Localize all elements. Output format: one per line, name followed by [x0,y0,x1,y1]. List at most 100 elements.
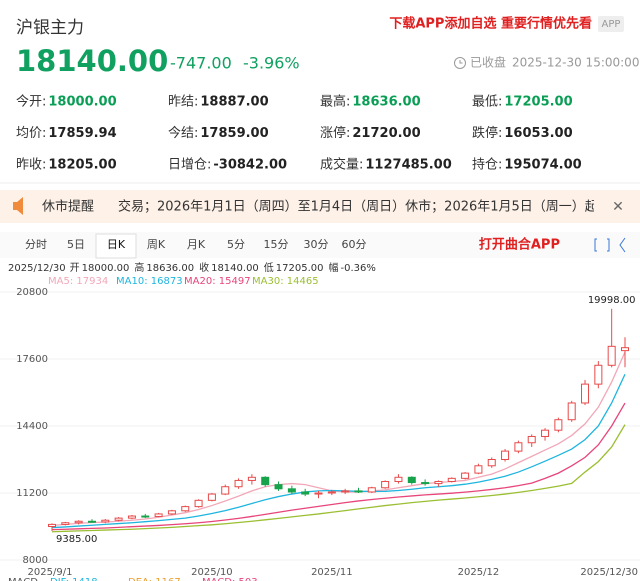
speaker-icon [13,197,23,215]
candle-body [621,347,629,352]
stat-value: 195074.00 [504,158,581,173]
info-value: 18000.00 [82,263,130,274]
y-tick-label: 14400 [16,421,48,432]
stat-value: 17859.94 [48,126,116,141]
info-value: 17205.00 [276,263,324,274]
stat-label: 昨收: [16,158,46,173]
candle-body [407,476,416,484]
notice-title: 休市提醒 [42,199,94,215]
notice-bar [0,190,640,223]
status: 已收盘 [470,55,506,70]
tab[interactable]: 15分 [264,238,289,251]
tab[interactable]: 5日 [67,238,85,251]
stat-label: 最低: [472,95,502,110]
info-label: 幅 [329,261,339,274]
min-label: 9385.00 [56,534,97,545]
stat-value: 21720.00 [352,126,420,141]
stat-label: 昨结: [168,95,198,110]
ma-line [51,373,626,529]
candle-body [287,488,296,493]
stat-value: 17205.00 [504,95,572,110]
candle-body [87,520,96,523]
candle-body [474,465,483,474]
notice-text: 交易；2026年1月1日（周四）至1月4日（周日）休市；2026年1月5日（周一… [118,199,598,215]
macd-label: DIF: 1418 [50,577,98,581]
y-tick-label: 8000 [23,555,48,566]
candle-body [461,472,470,479]
stat-label: 最高: [320,94,350,110]
candle-body [607,345,616,366]
candle-body [594,364,603,385]
stat-value: -30842.00 [213,158,287,173]
candle-body [114,517,123,521]
candle-body [327,491,336,494]
promo[interactable]: 下载APP添加自选 重要行情优先看 [389,16,592,32]
stat-label: 今结: [168,125,198,141]
macd-label: DEA: 1167 [128,577,181,581]
clock-icon [454,57,466,69]
candle-body [61,522,70,525]
open-app[interactable]: 打开曲合APP [479,237,560,253]
stat-value: 1127485.00 [365,158,451,173]
candle-body [48,523,56,527]
ma-legend: MA30: 14465 [252,276,319,287]
candle-body [434,480,443,485]
candle-body [154,513,163,517]
percent: -3.96% [243,54,300,73]
tab[interactable]: 60分 [342,238,367,251]
stat-label: 今开: [16,94,46,110]
y-tick-label: 11200 [16,488,48,499]
macd-label: MACD [8,577,38,581]
price: 18140.00 [16,44,168,78]
candle-body [274,484,283,490]
tab[interactable]: 月K [187,238,206,251]
stat-value: 17859.00 [200,126,268,141]
macd-label: MACD: 503 [202,577,258,581]
fullscreen-icon[interactable] [594,238,610,252]
candle-body [567,402,576,421]
x-tick-label: 2025/12/30 [580,567,638,578]
stat-label: 跌停: [472,125,502,141]
stat-label: 涨停: [320,125,350,141]
candle-body [341,490,350,493]
badge: APP [602,19,621,30]
candle-body [581,383,590,404]
collapse-icon[interactable] [619,237,626,253]
candle-body [527,435,536,444]
stat-label: 日增仓: [168,158,211,173]
stat-value: 18887.00 [200,95,268,110]
badge-bg [598,16,624,32]
x-tick-label: 2025/9/1 [28,567,73,578]
stat-label: 均价: [16,126,46,141]
tab[interactable]: 日K [107,238,126,251]
info-value: 18636.00 [146,263,194,274]
info-label: 收 [199,261,209,274]
tab[interactable]: 周K [147,238,166,251]
change: -747.00 [170,54,232,73]
stat-label: 成交量: [320,157,363,173]
candle-body [314,492,323,495]
ma-line [51,424,626,533]
close-notice[interactable]: ✕ [612,199,624,215]
candle-body [74,520,83,524]
ma-line [51,351,626,527]
candle-body [381,480,390,489]
tab[interactable]: 30分 [304,238,329,251]
tab[interactable]: 5分 [227,238,245,251]
ma-line [51,402,626,531]
candle-body [394,476,403,482]
info-label: 低 [264,261,274,274]
active-tab [95,233,137,259]
ma-legend: MA5: 17934 [48,276,108,287]
candle-body [354,490,363,493]
y-tick-label: 17600 [16,354,48,365]
info-label: 开 [70,263,80,274]
stat-value: 16053.00 [504,126,572,141]
candle-body [194,499,203,508]
time: 2025-12-30 15:00:00 [512,56,639,70]
candle-body [261,476,270,486]
tab[interactable]: 分时 [25,238,47,251]
info-date: 2025/12/30 [8,263,66,274]
